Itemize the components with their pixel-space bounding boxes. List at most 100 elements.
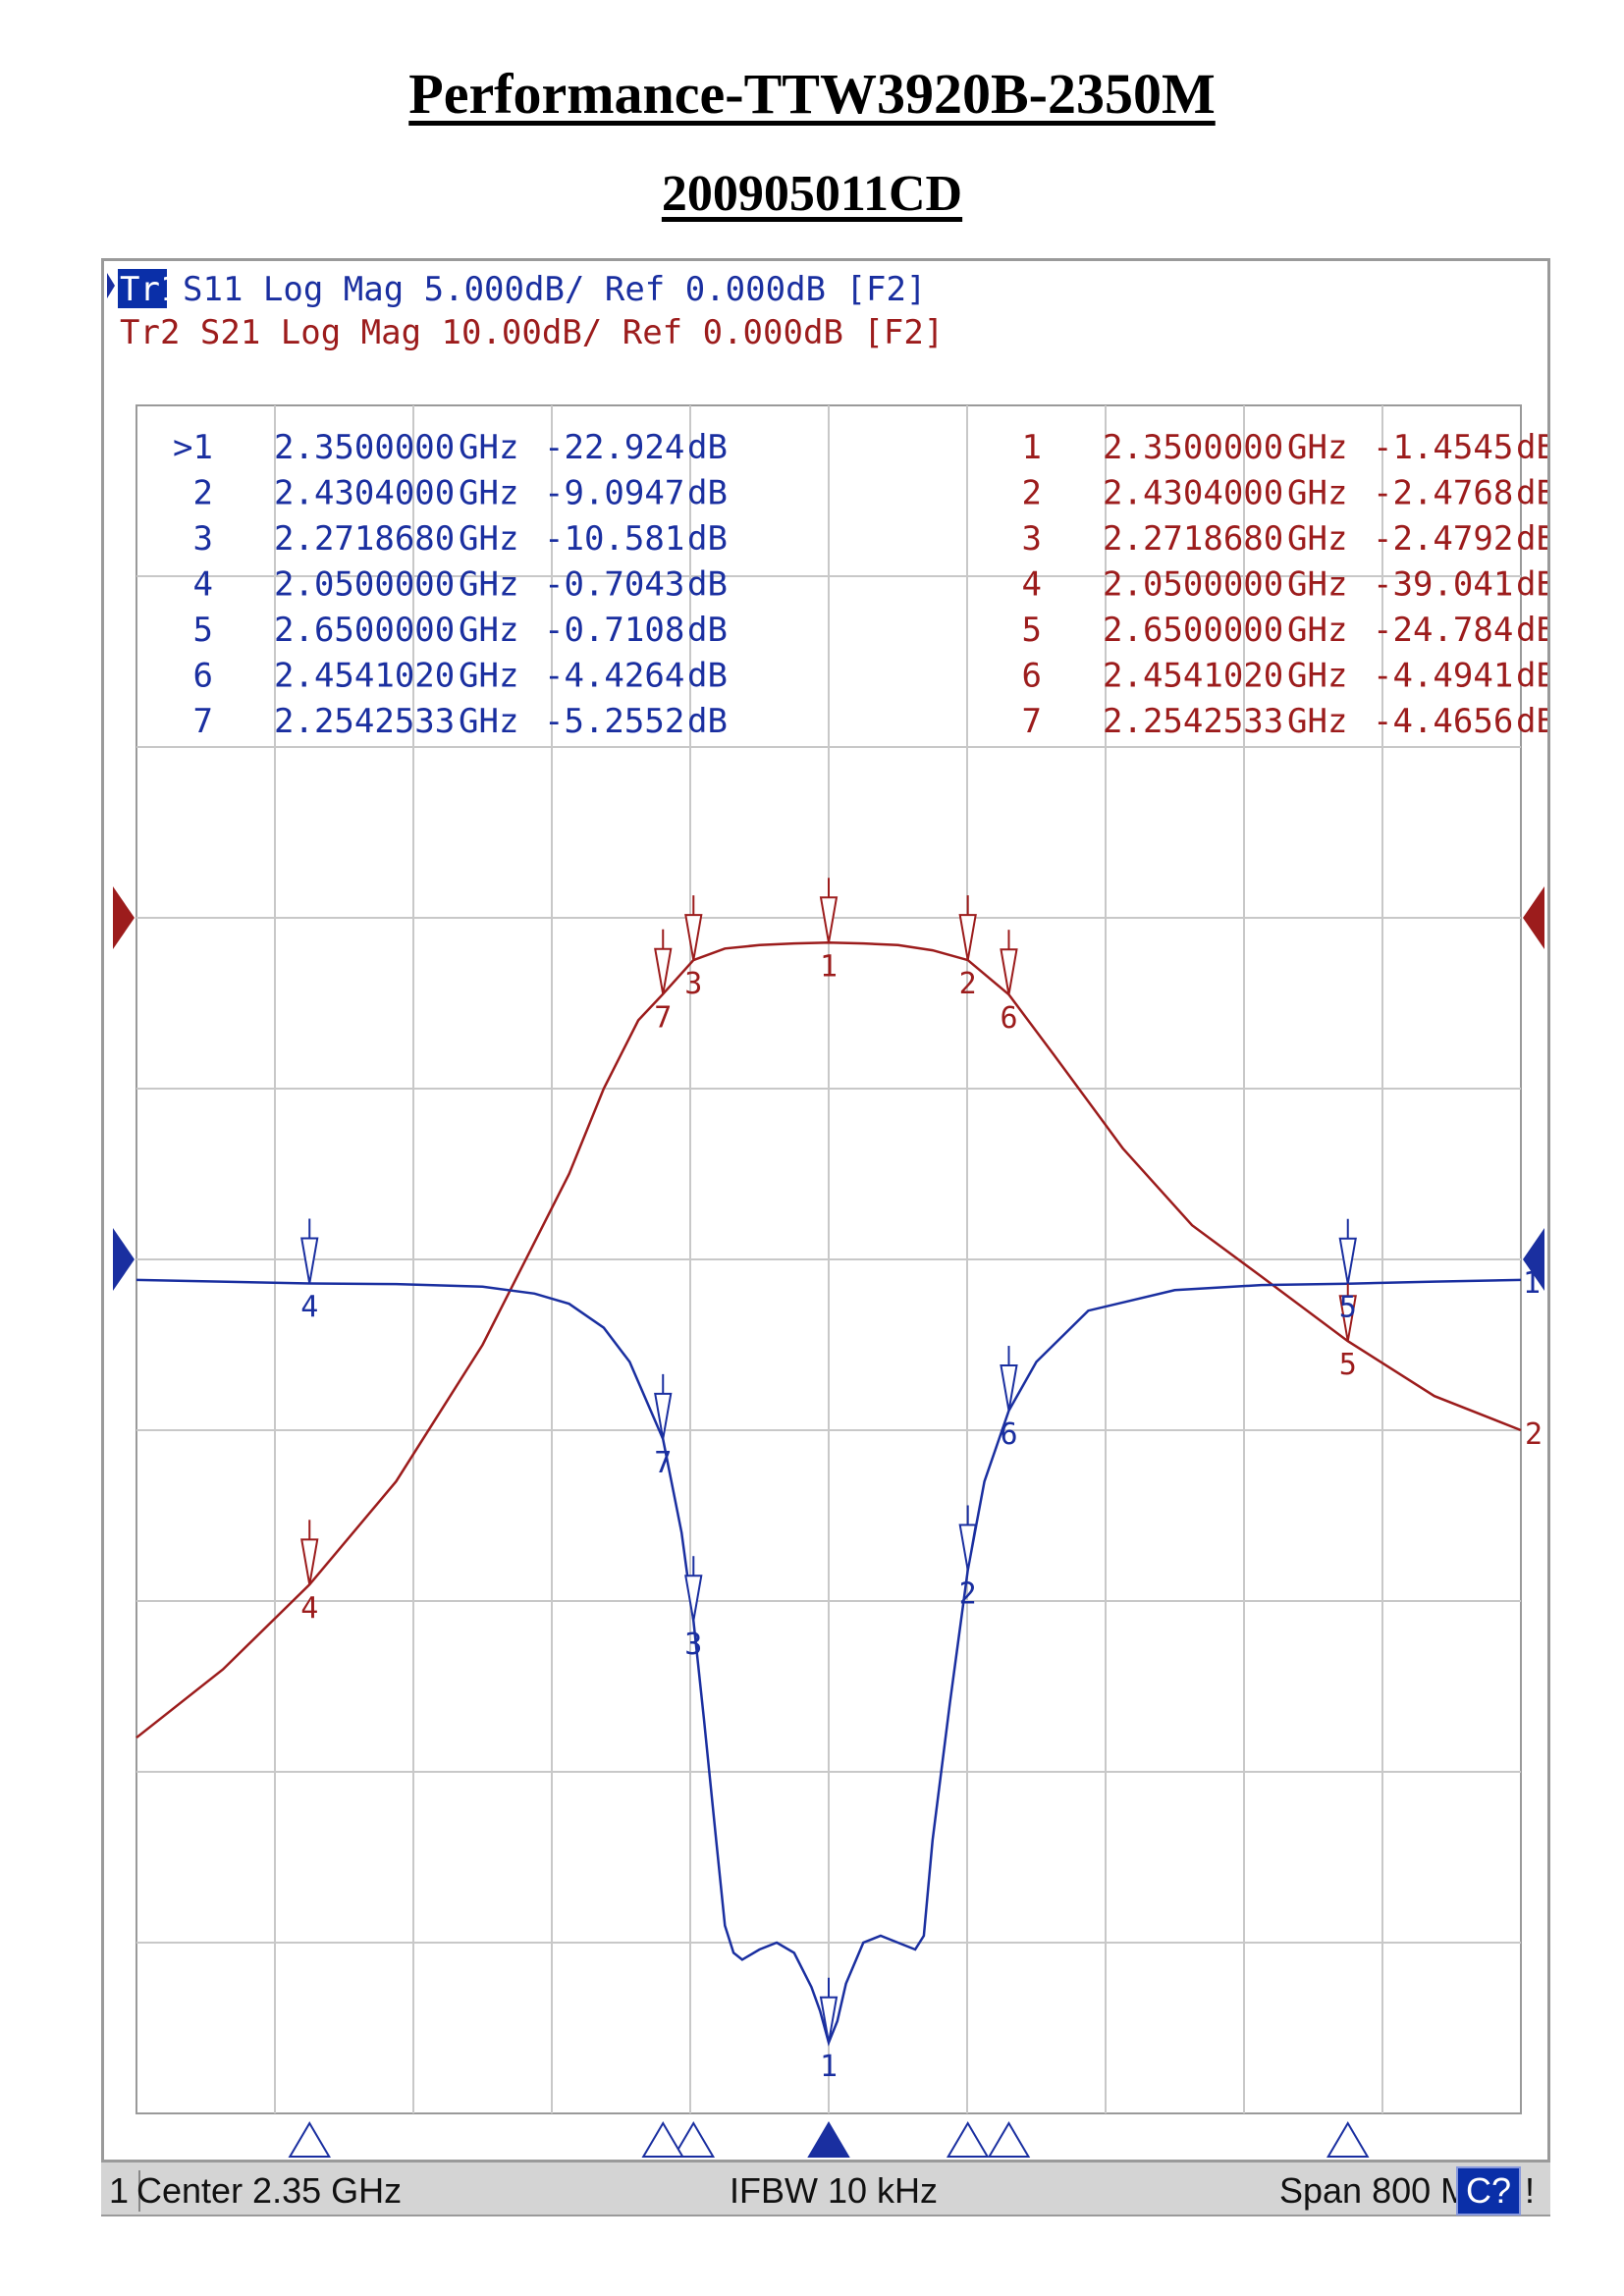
s21-marker-readout: 7 — [1022, 702, 1042, 741]
s11-marker-readout: 2.6500000 — [274, 611, 455, 650]
s11-trace-line — [135, 1278, 1522, 2047]
s21-marker-readout: 2 — [1022, 474, 1042, 513]
tr1-badge-bg — [118, 269, 167, 308]
s21-marker-readout: 6 — [1022, 657, 1042, 696]
s11-marker-readout: -9.0947 — [544, 474, 684, 513]
s11-marker-label: 4 — [300, 1291, 318, 1325]
s11-marker-label: 7 — [654, 1446, 672, 1480]
tr1-ref-pointer-left-icon — [113, 1228, 135, 1291]
s21-marker-readout: -4.4941 — [1373, 657, 1513, 696]
s21-marker-readout: dB — [1516, 474, 1547, 513]
s11-marker-readout: dB — [687, 519, 728, 559]
bottom-marker-position-icon — [288, 2121, 331, 2158]
s21-marker-readout: 4 — [1022, 565, 1042, 605]
s21-marker-label: 3 — [684, 967, 702, 1001]
s21-marker-readout: GHz — [1287, 428, 1347, 467]
bottom-marker-position-icon — [672, 2121, 716, 2158]
s11-marker-readout: 2.4541020 — [274, 657, 455, 696]
status-center[interactable]: Center 2.35 GHz — [136, 2170, 403, 2211]
tr2-ref-pointer-left-icon — [113, 886, 135, 949]
s21-marker-readout: 2.0500000 — [1103, 565, 1283, 605]
status-ifbw[interactable]: IFBW 10 kHz — [730, 2170, 939, 2211]
s11-marker-readout: 6 — [193, 657, 213, 696]
s11-marker-readout: 2.4304000 — [274, 474, 455, 513]
s21-marker-readout: dB — [1516, 657, 1547, 696]
s11-marker-readout: -5.2552 — [544, 702, 684, 741]
s21-marker-readout: 2.2542533 — [1103, 702, 1283, 741]
s21-marker-label: 6 — [1000, 1001, 1017, 1036]
s11-marker-readout: 2.0500000 — [274, 565, 455, 605]
s21-marker-readout: 2.2718680 — [1103, 519, 1283, 559]
s11-marker-readout: -10.581 — [544, 519, 684, 559]
s11-marker-label: 6 — [1000, 1417, 1017, 1452]
s21-marker-label: 2 — [959, 967, 977, 1001]
s11-marker-readout: 3 — [193, 519, 213, 559]
s11-marker-readout: 5 — [193, 611, 213, 650]
tr1-label: S11 Log Mag 5.000dB/ Ref 0.000dB [F2] — [183, 270, 926, 309]
tr2-trace-number: 2 — [1525, 1417, 1543, 1452]
s21-marker-readout: -39.041 — [1373, 565, 1513, 605]
s21-marker-label: 5 — [1339, 1348, 1357, 1382]
s11-marker-readout: 7 — [193, 702, 213, 741]
s21-marker-readout: 1 — [1022, 428, 1042, 467]
status-cal-badge[interactable]: C? — [1456, 2166, 1522, 2216]
bottom-marker-position-icon — [641, 2121, 684, 2158]
s21-marker-readout: -1.4545 — [1373, 428, 1513, 467]
s11-marker-readout: dB — [687, 611, 728, 650]
s21-marker-readout: GHz — [1287, 702, 1347, 741]
s11-marker-readout: 2.2718680 — [274, 519, 455, 559]
s21-marker-label: 4 — [300, 1591, 318, 1626]
s11-marker-readout: dB — [687, 565, 728, 605]
s21-marker-label: 1 — [820, 949, 838, 984]
s21-marker-readout: 3 — [1022, 519, 1042, 559]
s11-marker-readout: GHz — [459, 611, 518, 650]
s21-marker-readout: 2.4541020 — [1103, 657, 1283, 696]
s21-marker-readout: GHz — [1287, 519, 1347, 559]
bottom-marker-position-icon — [946, 2121, 990, 2158]
s11-marker-readout: -0.7108 — [544, 611, 684, 650]
s21-marker-readout: dB — [1516, 519, 1547, 559]
s21-marker-readout: -2.4792 — [1373, 519, 1513, 559]
s11-marker-readout: -4.4264 — [544, 657, 684, 696]
s11-marker-label: 5 — [1339, 1291, 1357, 1325]
page-title: Performance-TTW3920B-2350M — [408, 62, 1216, 126]
s21-marker-readout: 5 — [1022, 611, 1042, 650]
tr1-trace-number: 1 — [1523, 1266, 1541, 1301]
s11-marker-readout: GHz — [459, 657, 518, 696]
s11-marker-readout: 2.3500000 — [274, 428, 455, 467]
s21-trace-line — [135, 941, 1522, 1739]
s21-marker-readout: -2.4768 — [1373, 474, 1513, 513]
tr1-ref-pointer-right-icon — [1523, 1228, 1544, 1291]
s11-marker-readout: GHz — [459, 565, 518, 605]
status-bar: 1 Center 2.35 GHz IFBW 10 kHz Span 800 M… — [101, 2160, 1550, 2216]
s21-marker-readout: 2.6500000 — [1103, 611, 1283, 650]
s11-marker-readout: -0.7043 — [544, 565, 684, 605]
s21-marker-readout: 2.3500000 — [1103, 428, 1283, 467]
s21-marker-readout: dB — [1516, 611, 1547, 650]
bottom-marker-position-icon — [1326, 2121, 1370, 2158]
s11-marker-readout: GHz — [459, 474, 518, 513]
analyzer-screen: Tr1 S11 Log Mag 5.000dB/ Ref 0.000dB [F2]… — [101, 258, 1550, 2216]
s21-marker-readout: GHz — [1287, 565, 1347, 605]
s11-marker-readout: dB — [687, 428, 728, 467]
s21-marker-label: 7 — [654, 1001, 672, 1036]
s11-marker-readout: dB — [687, 657, 728, 696]
s11-marker-readout: 4 — [193, 565, 213, 605]
page-subtitle: 200905011CD — [661, 166, 963, 222]
s11-marker-readout: -22.924 — [544, 428, 684, 467]
s21-marker-readout: -4.4656 — [1373, 702, 1513, 741]
status-channel[interactable]: 1 — [109, 2170, 141, 2212]
s11-marker-label: 2 — [959, 1576, 977, 1611]
s21-marker-readout: GHz — [1287, 611, 1347, 650]
s11-marker-readout: GHz — [459, 428, 518, 467]
tr1-badge: Tr1 — [120, 270, 180, 309]
s21-marker-readout: dB — [1516, 565, 1547, 605]
s21-marker-readout: dB — [1516, 428, 1547, 467]
s21-marker-readout: dB — [1516, 702, 1547, 741]
s21-marker-readout: GHz — [1287, 657, 1347, 696]
s21-marker-readout: 2.4304000 — [1103, 474, 1283, 513]
s11-marker-label: 3 — [684, 1628, 702, 1662]
tr2-label: Tr2 S21 Log Mag 10.00dB/ Ref 0.000dB [F2… — [120, 313, 944, 352]
s11-marker-readout: 2 — [193, 474, 213, 513]
s11-marker-label: 1 — [820, 2050, 838, 2084]
